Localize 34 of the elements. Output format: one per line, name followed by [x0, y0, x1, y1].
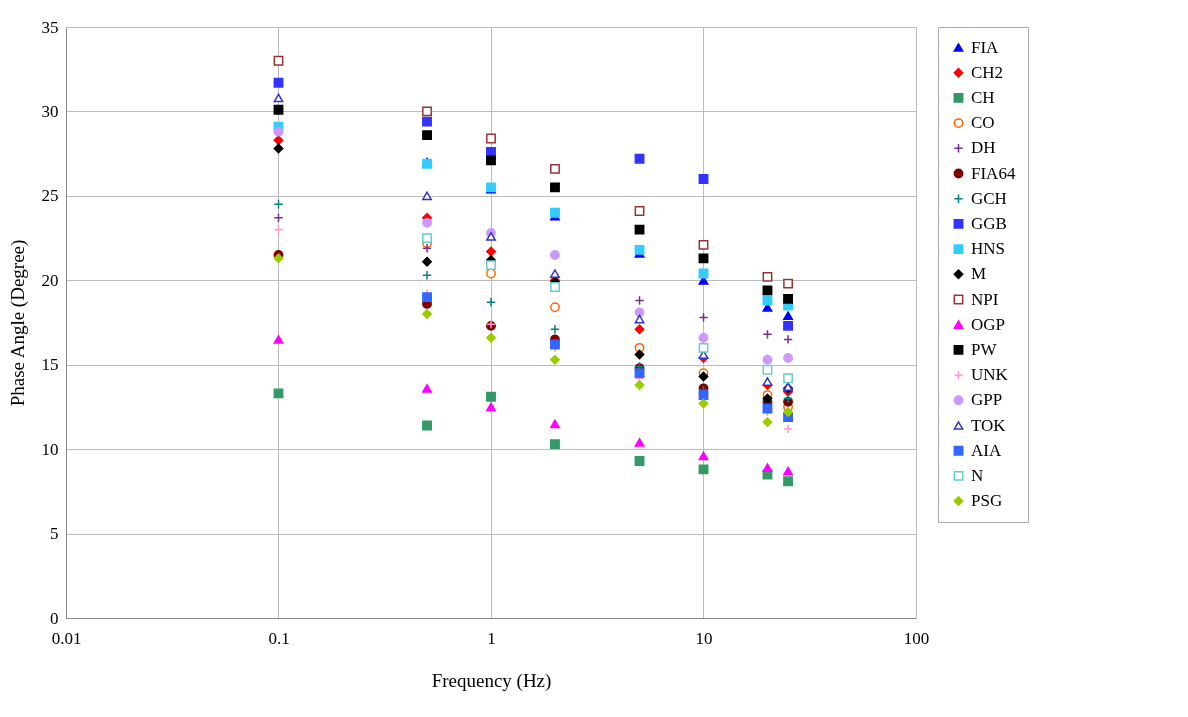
legend-label: FIA [971, 37, 1000, 57]
legend-label: M [971, 264, 987, 284]
legend-label: FIA64 [971, 163, 1016, 183]
legend-label: CO [971, 113, 995, 133]
legend-label: OGP [971, 314, 1006, 334]
legend-label: GCH [971, 188, 1007, 208]
legend-label: DH [971, 138, 996, 158]
legend-label: GGB [971, 213, 1007, 233]
legend-label: TOK [971, 415, 1007, 435]
y-tick-label: 35 [41, 17, 59, 37]
y-tick-label: 0 [50, 608, 59, 628]
legend-label: PSG [971, 491, 1003, 511]
y-tick-label: 15 [41, 355, 59, 375]
x-tick-label: 1 [487, 628, 496, 648]
legend-label: PW [971, 339, 998, 359]
x-tick-label: 0.01 [51, 628, 82, 648]
x-tick-label: 100 [903, 628, 930, 648]
legend-label: GPP [971, 390, 1003, 410]
y-tick-label: 5 [50, 524, 59, 544]
y-tick-label: 20 [41, 270, 59, 290]
legend-label: CH2 [971, 62, 1004, 82]
y-axis-title: Phase Angle (Degree) [6, 239, 29, 407]
legend-label: HNS [971, 239, 1006, 259]
legend-label: UNK [971, 365, 1009, 385]
x-axis-title: Frequency (Hz) [431, 669, 552, 692]
legend-label: AIA [971, 440, 1002, 460]
y-tick-label: 10 [41, 439, 59, 459]
y-tick-label: 25 [41, 186, 59, 206]
legend-label: N [971, 465, 984, 485]
legend-label: NPI [971, 289, 999, 309]
x-tick-label: 10 [695, 628, 713, 648]
legend-label: CH [971, 87, 995, 107]
x-tick-label: 0.1 [268, 628, 290, 648]
y-tick-label: 30 [41, 101, 59, 121]
